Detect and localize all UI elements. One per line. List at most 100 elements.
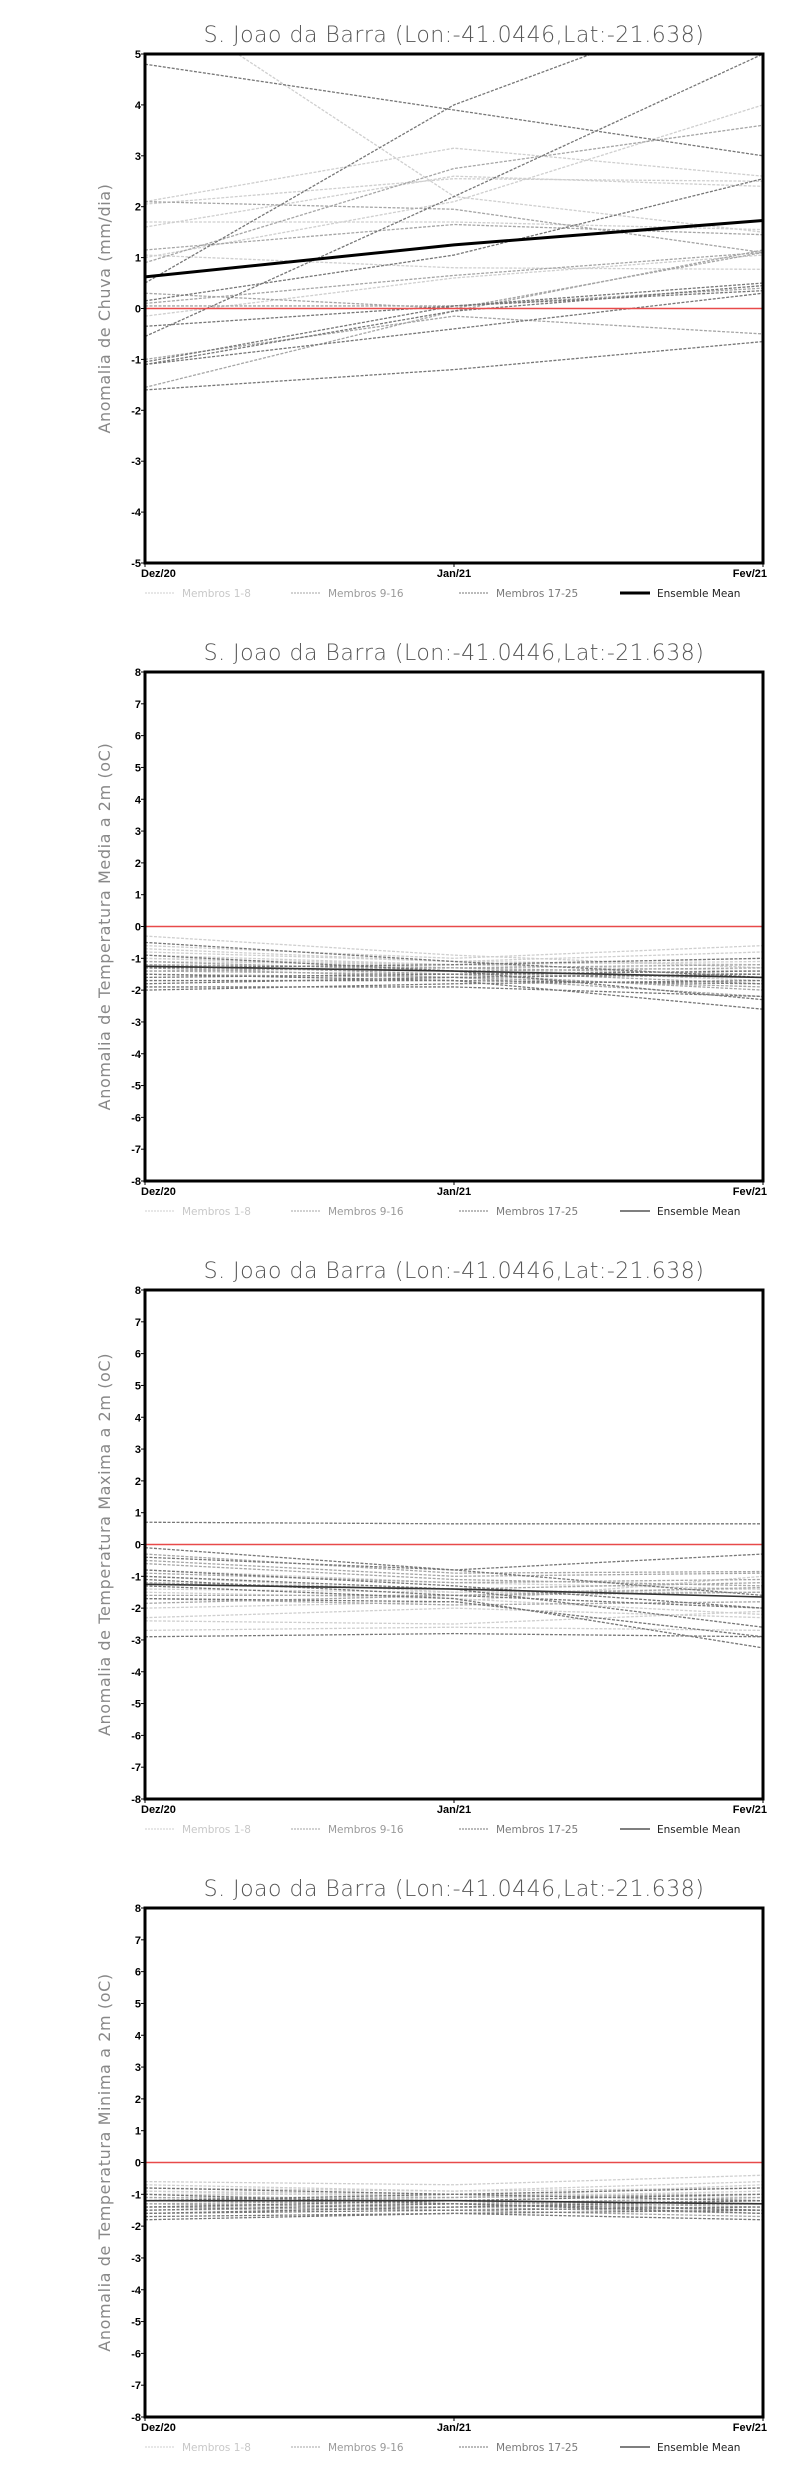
y-tick-label: -2 [131, 2221, 141, 2233]
chart-title: S. Joao da Barra (Lon:-41.0446,Lat:-21.6… [204, 1877, 705, 1902]
y-tick-label: 8 [135, 1903, 141, 1915]
member-line-23 [145, 1585, 763, 1649]
x-tick-label: Jan/21 [437, 2422, 471, 2434]
member-line-13 [145, 1591, 763, 1597]
y-tick-label: 2 [135, 1476, 141, 1488]
legend-label: Ensemble Mean [657, 2442, 740, 2454]
member-line-19 [145, 54, 594, 284]
member-line-11 [145, 1572, 763, 1584]
x-tick-label: Dez/20 [141, 1804, 176, 1816]
member-line-17 [145, 973, 763, 1010]
y-tick-label: -1 [131, 2189, 141, 2201]
chart-panel: S. Joao da Barra (Lon:-41.0446,Lat:-21.6… [95, 1259, 767, 1836]
y-tick-label: 4 [135, 794, 142, 806]
member-line-11 [145, 964, 763, 991]
x-tick-label: Jan/21 [437, 568, 471, 580]
y-tick-label: 0 [135, 1540, 141, 1552]
member-line-8 [145, 960, 763, 966]
member-line-21 [145, 986, 763, 998]
member-line-17 [145, 63, 763, 157]
x-tick-label: Dez/20 [141, 568, 176, 580]
legend: Membros 1-8 Membros 9-16 Membros 17-25 Ense… [145, 1206, 740, 1218]
legend-label: Membros 9-16 [328, 588, 404, 600]
member-line-24 [145, 2193, 763, 2208]
y-tick-label: -7 [131, 1144, 141, 1156]
member-line-25 [145, 292, 763, 366]
y-tick-label: -3 [131, 1635, 141, 1647]
legend-label: Membros 1-8 [182, 2442, 251, 2454]
member-line-5 [145, 2184, 763, 2199]
member-line-15 [145, 964, 763, 972]
y-tick-label: 8 [135, 667, 141, 679]
legend-label: Membros 9-16 [328, 1824, 404, 1836]
member-line-6 [145, 178, 763, 205]
y-axis-label: Anomalia de Temperatura Minima a 2m (oC) [95, 1973, 114, 2351]
y-tick-label: -7 [131, 1762, 141, 1774]
y-tick-label: 2 [135, 2094, 141, 2106]
y-tick-label: -1 [131, 1571, 141, 1583]
member-line-23 [145, 290, 763, 363]
plot-area [145, 54, 763, 391]
y-tick-label: 0 [135, 304, 141, 316]
member-line-19 [145, 1553, 763, 1571]
member-line-17 [145, 1521, 763, 1525]
y-tick-label: 5 [135, 762, 141, 774]
legend-label: Membros 17-25 [496, 2442, 578, 2454]
y-tick-label: -3 [131, 1017, 141, 1029]
legend-label: Membros 1-8 [182, 1824, 251, 1836]
y-tick-label: -8 [131, 2412, 141, 2424]
chart-panel: S. Joao da Barra (Lon:-41.0446,Lat:-21.6… [95, 641, 767, 1218]
member-line-14 [145, 970, 763, 979]
member-line-9 [145, 315, 763, 361]
member-line-20 [145, 1569, 763, 1609]
member-line-7 [145, 254, 763, 270]
member-line-16 [145, 2203, 763, 2211]
ensemble-mean-line [145, 218, 763, 279]
member-line-18 [145, 2206, 763, 2215]
member-line-23 [145, 2187, 763, 2202]
legend-label: Membros 9-16 [328, 2442, 404, 2454]
y-tick-label: 1 [135, 890, 141, 902]
ensemble-mean-line [145, 2199, 763, 2205]
member-line-21 [145, 282, 763, 327]
member-line-14 [145, 124, 763, 264]
y-tick-label: 3 [135, 1444, 141, 1456]
member-line-8 [145, 254, 763, 317]
member-line-14 [145, 2196, 763, 2208]
chart-panel: S. Joao da Barra (Lon:-41.0446,Lat:-21.6… [95, 23, 767, 600]
member-line-25 [145, 1632, 763, 1638]
y-tick-label: 6 [135, 1967, 141, 1979]
member-line-3 [145, 1626, 763, 1632]
x-tick-label: Jan/21 [437, 1186, 471, 1198]
y-tick-label: 1 [135, 1508, 141, 1520]
y-tick-label: 5 [135, 1380, 141, 1392]
legend-label: Ensemble Mean [657, 1824, 740, 1836]
member-line-21 [145, 2187, 763, 2202]
member-line-16 [145, 973, 763, 988]
member-line-19 [145, 2212, 763, 2221]
y-tick-label: 3 [135, 151, 141, 163]
member-line-24 [145, 1597, 763, 1638]
member-line-13 [145, 967, 763, 998]
y-axis-label: Anomalia de Chuva (mm/dia) [95, 184, 114, 434]
member-line-3 [145, 948, 763, 963]
y-tick-label: -8 [131, 1794, 141, 1806]
y-tick-label: -4 [131, 507, 142, 519]
chart-title: S. Joao da Barra (Lon:-41.0446,Lat:-21.6… [204, 641, 705, 666]
member-line-18 [145, 54, 763, 338]
member-line-12 [145, 1582, 763, 1590]
member-line-9 [145, 1559, 763, 1577]
member-line-19 [145, 979, 763, 985]
member-line-12 [145, 967, 763, 972]
ensemble-mean-line [145, 965, 763, 979]
legend-label: Membros 1-8 [182, 588, 251, 600]
member-line-14 [145, 1597, 763, 1606]
legend: Membros 1-8 Membros 9-16 Membros 17-25 Ense… [145, 2442, 740, 2454]
member-line-1 [145, 1607, 763, 1619]
y-tick-label: -4 [131, 1049, 142, 1061]
plot-area [145, 1521, 763, 1649]
member-line-2 [145, 1610, 763, 1625]
y-tick-label: -2 [131, 985, 141, 997]
y-tick-label: 1 [135, 253, 141, 265]
y-tick-label: -5 [131, 558, 141, 570]
